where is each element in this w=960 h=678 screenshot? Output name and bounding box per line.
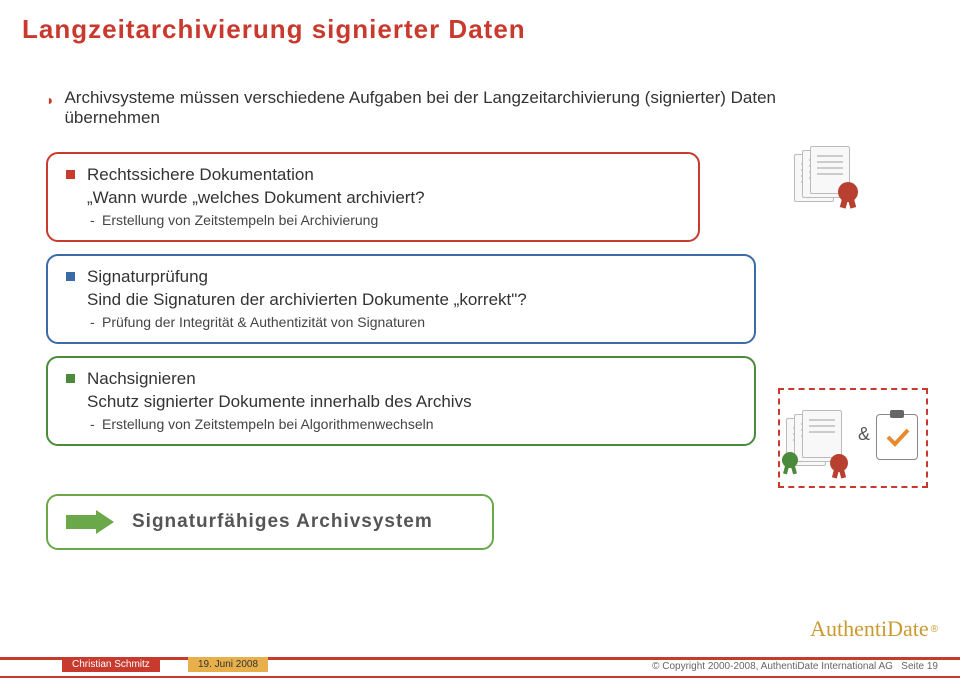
box-resign: Nachsignieren Schutz signierter Dokument… — [46, 356, 756, 446]
intro-arrow-icon: ◗ — [46, 92, 54, 108]
box3-text: Nachsignieren Schutz signierter Dokument… — [87, 368, 472, 414]
box3-sub: -Erstellung von Zeitstempeln bei Algorit… — [90, 416, 736, 432]
ampersand: & — [858, 424, 870, 445]
slide: Langzeitarchivierung signierter Daten ◗ … — [0, 0, 960, 678]
final-label: Signaturfähiges Archivsystem — [132, 511, 433, 533]
document-stack-icon — [794, 146, 854, 206]
box2-sub: -Prüfung der Integrität & Authentizität … — [90, 314, 736, 330]
footer-copy: © Copyright 2000-2008, AuthentiDate Inte… — [652, 661, 938, 672]
footer-date: 19. Juni 2008 — [188, 657, 268, 672]
bullet-square-icon — [66, 374, 75, 383]
slide-title: Langzeitarchivierung signierter Daten — [22, 14, 526, 45]
footer-author: Christian Schmitz — [62, 657, 160, 672]
box-verification: Signaturprüfung Sind die Signaturen der … — [46, 254, 756, 344]
box1-sub: -Erstellung von Zeitstempeln bei Archivi… — [90, 212, 680, 228]
box-final: Signaturfähiges Archivsystem — [46, 494, 494, 550]
arrow-right-icon — [66, 510, 114, 534]
intro-text: Archivsysteme müssen verschiedene Aufgab… — [64, 88, 806, 128]
registered-icon: ® — [931, 624, 938, 635]
box-documentation: Rechtssichere Dokumentation „Wann wurde … — [46, 152, 700, 242]
intro-line: ◗ Archivsysteme müssen verschiedene Aufg… — [46, 88, 806, 128]
bullet-square-icon — [66, 272, 75, 281]
box2-text: Signaturprüfung Sind die Signaturen der … — [87, 266, 527, 312]
box1-text: Rechtssichere Dokumentation „Wann wurde … — [87, 164, 425, 210]
footer: Christian Schmitz 19. Juni 2008 © Copyri… — [0, 638, 960, 678]
bullet-square-icon — [66, 170, 75, 179]
dashed-group: & — [778, 388, 928, 488]
checkmark-badge-icon — [876, 414, 918, 460]
